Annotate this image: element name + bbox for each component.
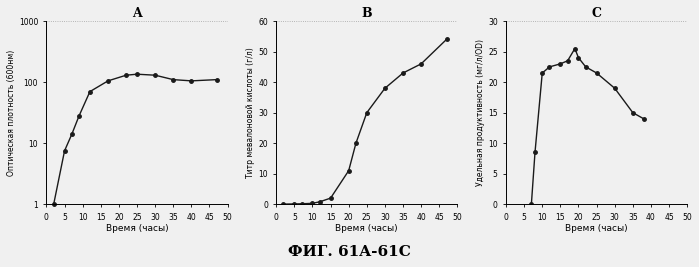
Title: B: B <box>361 7 372 20</box>
Y-axis label: Оптическая плотность (600нм): Оптическая плотность (600нм) <box>7 50 16 176</box>
Y-axis label: Титр мевалоновой кислоты (г/л): Титр мевалоновой кислоты (г/л) <box>246 47 255 178</box>
Text: ФИГ. 61A-61C: ФИГ. 61A-61C <box>288 245 411 259</box>
X-axis label: Время (часы): Время (часы) <box>336 224 398 233</box>
Y-axis label: Удельная продуктивность (мг/л/OD): Удельная продуктивность (мг/л/OD) <box>476 39 485 186</box>
Title: C: C <box>591 7 602 20</box>
Title: A: A <box>132 7 142 20</box>
X-axis label: Время (часы): Время (часы) <box>106 224 168 233</box>
X-axis label: Время (часы): Время (часы) <box>565 224 628 233</box>
